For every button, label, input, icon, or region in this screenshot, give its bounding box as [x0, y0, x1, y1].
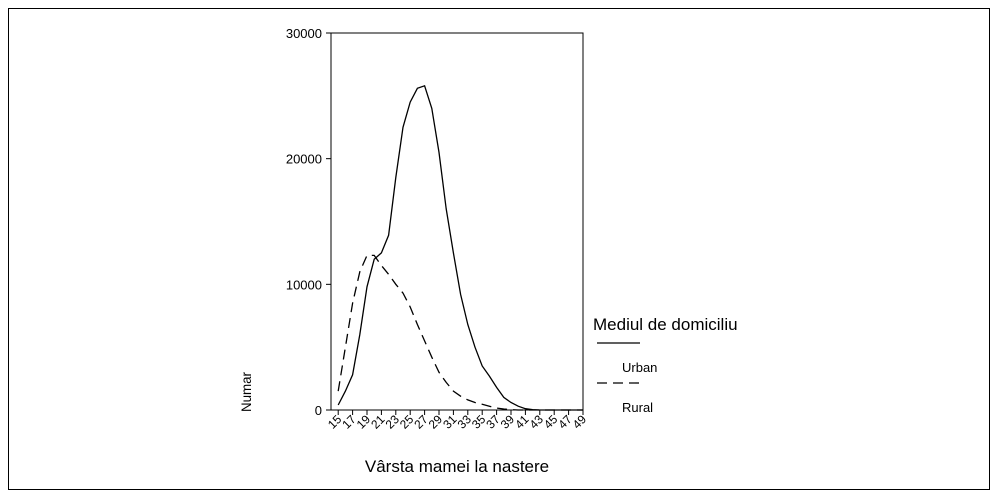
y-tick-label: 30000: [286, 26, 322, 41]
series-line: [337, 84, 583, 411]
plot-frame: [330, 32, 584, 411]
y-axis-title: Numar: [238, 372, 254, 412]
outer-frame: [8, 8, 990, 490]
y-tick-label: 0: [315, 403, 322, 418]
legend-title: Mediul de domiciliu: [593, 315, 738, 334]
legend-label: Rural: [622, 400, 653, 415]
y-tick-label: 10000: [286, 277, 322, 292]
legend-label: Urban: [622, 360, 657, 375]
series-line: [337, 254, 583, 411]
y-tick-label: 20000: [286, 152, 322, 167]
x-axis-title: Vârsta mamei la nastere: [365, 457, 549, 476]
